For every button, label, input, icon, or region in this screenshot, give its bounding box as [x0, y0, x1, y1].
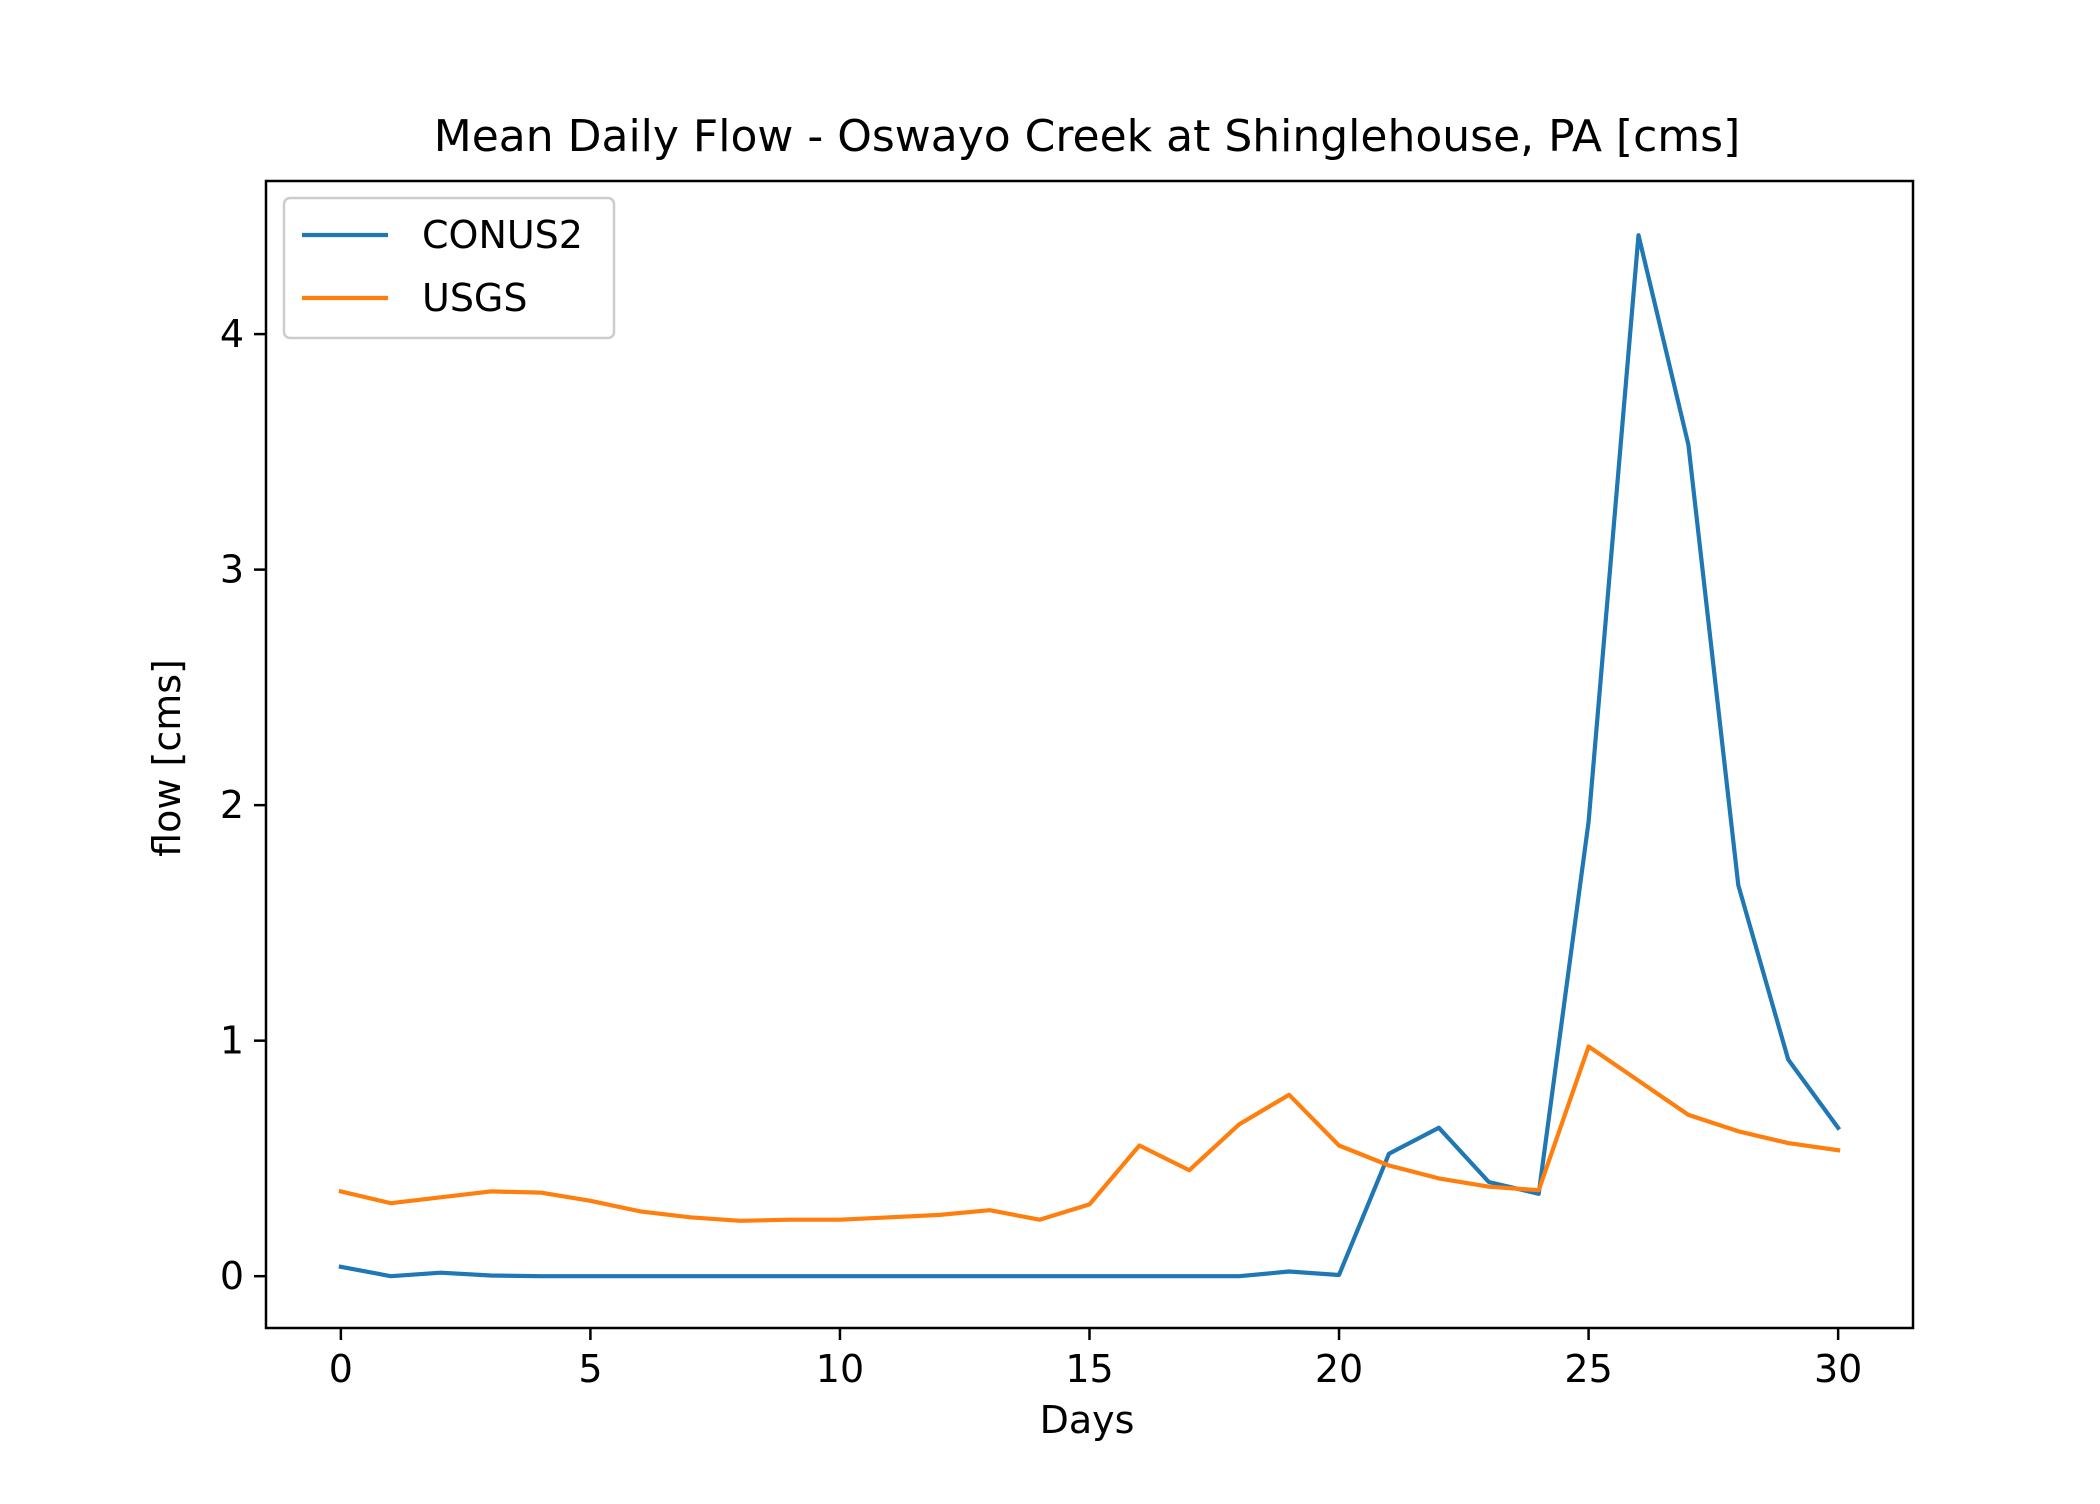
- x-axis-label: Days: [1040, 1398, 1135, 1442]
- legend: CONUS2 USGS: [282, 196, 616, 340]
- y-tick-label: 1: [220, 1019, 244, 1063]
- x-tick-label: 30: [1814, 1347, 1862, 1391]
- x-tick-label: 15: [1065, 1347, 1113, 1391]
- legend-label-conus2: CONUS2: [422, 213, 583, 257]
- y-axis-label: flow [cms]: [145, 659, 189, 857]
- x-tick-label: 25: [1564, 1347, 1612, 1391]
- x-tick-label: 5: [578, 1347, 602, 1391]
- axes: 0 5 10 15 20 25 30 0 1 2 3 4: [220, 179, 1915, 1391]
- x-tick-label: 10: [816, 1347, 864, 1391]
- plot-area: [338, 233, 1842, 1279]
- y-tick-label: 2: [220, 783, 244, 827]
- series-line-usgs: [338, 1044, 1841, 1223]
- y-tick-label: 3: [220, 548, 244, 592]
- legend-label-usgs: USGS: [422, 276, 528, 320]
- x-tick-label: 20: [1315, 1347, 1363, 1391]
- chart-title: Mean Daily Flow - Oswayo Creek at Shingl…: [434, 111, 1741, 162]
- y-tick-label: 0: [220, 1254, 244, 1298]
- series-line-conus2: [338, 233, 1842, 1279]
- x-tick-label: 0: [329, 1347, 353, 1391]
- y-tick-label: 4: [220, 312, 244, 356]
